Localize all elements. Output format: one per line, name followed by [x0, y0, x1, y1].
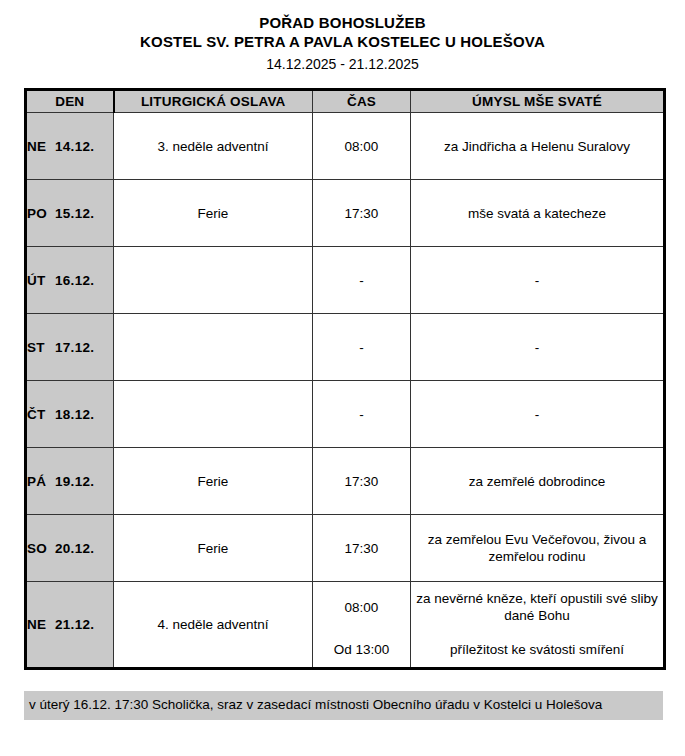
cell-day: ÚT16.12. — [26, 247, 114, 314]
cell-liturgy — [114, 381, 313, 448]
cell-day: NE14.12. — [26, 113, 114, 180]
day-abbr: ST — [27, 340, 55, 355]
cell-intention: za zemřelé dobrodince — [411, 448, 665, 515]
table-row: ČT18.12. - - — [26, 381, 665, 448]
table-body: NE14.12. 3. neděle adventní 08:00 za Jin… — [26, 113, 665, 669]
day-date: 18.12. — [55, 407, 94, 422]
cell-time: - — [313, 314, 411, 381]
cell-intention: mše svatá a katecheze — [411, 180, 665, 247]
cell-intention-secondary: příležitost ke svátosti smíření — [411, 632, 663, 667]
table-row: NE14.12. 3. neděle adventní 08:00 za Jin… — [26, 113, 665, 180]
document-titles: POŘAD BOHOSLUŽEB KOSTEL SV. PETRA A PAVL… — [0, 0, 685, 75]
cell-liturgy: 4. neděle adventní — [114, 582, 313, 669]
cell-intention: za nevěrné kněze, kteří opustili své sli… — [411, 582, 665, 669]
cell-liturgy — [114, 247, 313, 314]
cell-time-primary: 08:00 — [313, 582, 410, 632]
cell-intention: - — [411, 314, 665, 381]
cell-day: NE21.12. — [26, 582, 114, 669]
column-header-time: ČAS — [313, 90, 411, 113]
column-header-liturgy: LITURGICKÁ OSLAVA — [114, 90, 313, 113]
footer-note: v úterý 16.12. 17:30 Scholička, sraz v z… — [24, 691, 663, 720]
cell-day: PO15.12. — [26, 180, 114, 247]
cell-intention: za Jindřicha a Helenu Suralovy — [411, 113, 665, 180]
day-date: 16.12. — [55, 273, 94, 288]
cell-intention: - — [411, 247, 665, 314]
day-abbr: PÁ — [27, 474, 55, 489]
cell-time: 17:30 — [313, 180, 411, 247]
cell-time: 17:30 — [313, 448, 411, 515]
day-date: 20.12. — [55, 541, 94, 556]
column-header-intention: ÚMYSL MŠE SVATÉ — [411, 90, 665, 113]
table-row: ST17.12. - - — [26, 314, 665, 381]
date-range: 14.12.2025 - 21.12.2025 — [0, 52, 685, 75]
cell-day: PÁ19.12. — [26, 448, 114, 515]
cell-day: SO20.12. — [26, 515, 114, 582]
page-title: POŘAD BOHOSLUŽEB — [0, 13, 685, 32]
cell-liturgy: 3. neděle adventní — [114, 113, 313, 180]
cell-time: 17:30 — [313, 515, 411, 582]
cell-time-secondary: Od 13:00 — [313, 632, 410, 667]
cell-intention-primary: za nevěrné kněze, kteří opustili své sli… — [411, 582, 663, 632]
cell-time: - — [313, 247, 411, 314]
day-abbr: ÚT — [27, 273, 55, 288]
cell-intention: - — [411, 381, 665, 448]
day-abbr: ČT — [27, 407, 55, 422]
day-date: 19.12. — [55, 474, 94, 489]
cell-time: - — [313, 381, 411, 448]
cell-day: ST17.12. — [26, 314, 114, 381]
schedule-table: DEN LITURGICKÁ OSLAVA ČAS ÚMYSL MŠE SVAT… — [24, 88, 666, 670]
cell-intention: za zemřelou Evu Večeřovou, živou a zemře… — [411, 515, 665, 582]
cell-liturgy: Ferie — [114, 515, 313, 582]
cell-liturgy: Ferie — [114, 180, 313, 247]
day-abbr: PO — [27, 206, 55, 221]
schedule-table-wrapper: DEN LITURGICKÁ OSLAVA ČAS ÚMYSL MŠE SVAT… — [24, 88, 663, 670]
day-abbr: NE — [27, 617, 55, 632]
cell-liturgy — [114, 314, 313, 381]
service-schedule-page: POŘAD BOHOSLUŽEB KOSTEL SV. PETRA A PAVL… — [0, 0, 685, 756]
day-date: 14.12. — [55, 139, 94, 154]
column-header-day: DEN — [26, 90, 114, 113]
table-row: SO20.12. Ferie 17:30 za zemřelou Evu Več… — [26, 515, 665, 582]
table-row: ÚT16.12. - - — [26, 247, 665, 314]
day-date: 21.12. — [55, 617, 94, 632]
cell-liturgy: Ferie — [114, 448, 313, 515]
page-subtitle: KOSTEL SV. PETRA A PAVLA KOSTELEC U HOLE… — [0, 32, 685, 52]
table-row: PÁ19.12. Ferie 17:30 za zemřelé dobrodin… — [26, 448, 665, 515]
day-date: 15.12. — [55, 206, 94, 221]
day-abbr: NE — [27, 139, 55, 154]
header-row: DEN LITURGICKÁ OSLAVA ČAS ÚMYSL MŠE SVAT… — [26, 90, 665, 113]
table-row: PO15.12. Ferie 17:30 mše svatá a kateche… — [26, 180, 665, 247]
day-date: 17.12. — [55, 340, 94, 355]
cell-day: ČT18.12. — [26, 381, 114, 448]
table-row: NE21.12. 4. neděle adventní 08:00 Od 13:… — [26, 582, 665, 669]
day-abbr: SO — [27, 541, 55, 556]
cell-time: 08:00 Od 13:00 — [313, 582, 411, 669]
table-header: DEN LITURGICKÁ OSLAVA ČAS ÚMYSL MŠE SVAT… — [26, 90, 665, 113]
cell-time: 08:00 — [313, 113, 411, 180]
